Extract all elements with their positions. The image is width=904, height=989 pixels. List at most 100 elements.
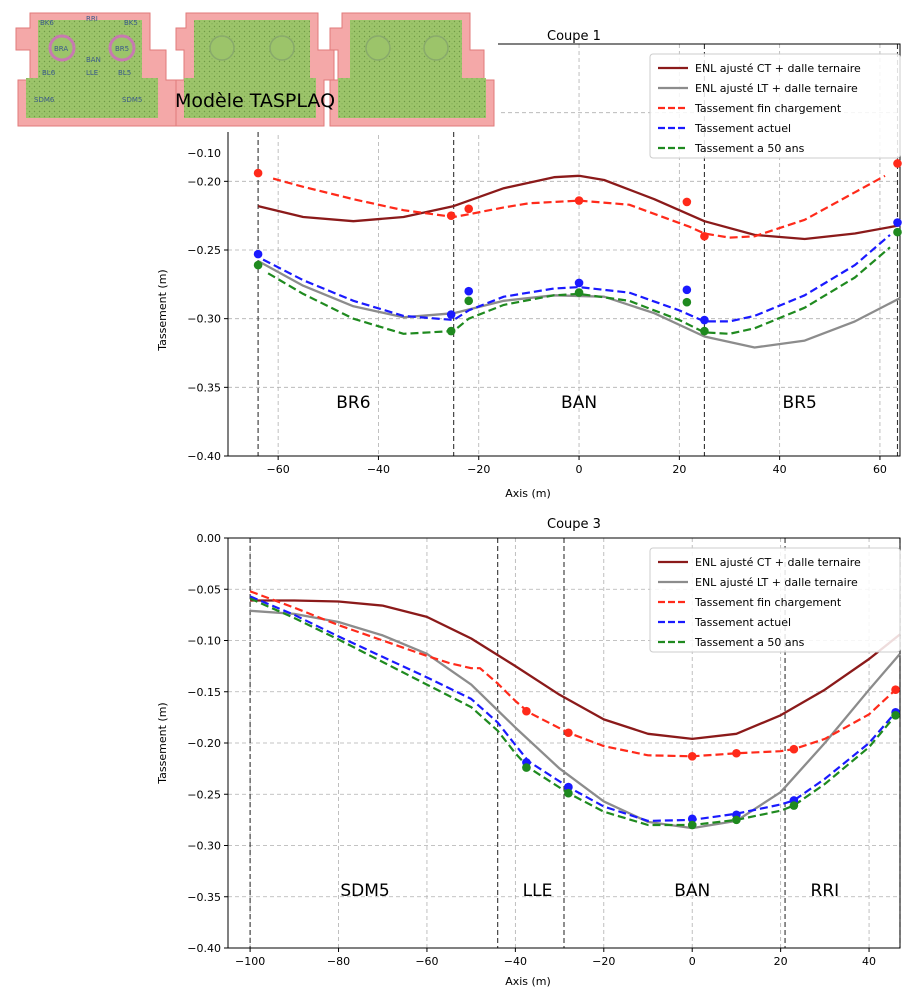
data-point	[682, 197, 692, 207]
data-point	[564, 788, 573, 798]
data-point	[253, 249, 263, 259]
y-axis: 0.00 −0.05 −0.10 −0.15 −0.20 −0.25 −0.30 −0.35 −…	[187, 532, 228, 955]
x-tick-label: 60	[873, 463, 887, 476]
x-tick-label: 0	[576, 463, 583, 476]
zone-label: BAN	[561, 393, 597, 413]
zone-label: BAN	[674, 881, 710, 901]
legend-label: Tassement a 50 ans	[694, 142, 805, 155]
chart-title: Coupe 3	[547, 517, 601, 532]
data-point	[574, 278, 584, 288]
data-point	[464, 286, 474, 296]
tasplaq-model-overlay: RRI BK6 BK5 BRA BR5 BAN BL6 LLE BL5 SDM6…	[8, 10, 498, 132]
data-point	[574, 288, 584, 297]
chart-coupe-3: −100 −80 −60 −40 −20 0 20 40 0.00 −0.05 −0.10 −0.15…	[156, 517, 901, 988]
y-tick-label: −0.10	[187, 147, 221, 160]
x-tick-label: −100	[235, 955, 265, 968]
data-point	[522, 706, 531, 716]
data-point	[687, 814, 697, 824]
data-point	[891, 685, 900, 694]
zone-label-bk5: BK5	[124, 19, 138, 27]
data-point	[789, 801, 799, 810]
zone-label-sdm6: SDM6	[34, 96, 55, 104]
data-point	[732, 748, 741, 758]
y-tick-label: −0.05	[187, 583, 221, 596]
zone-label-ban: BAN	[86, 56, 101, 64]
data-point	[700, 326, 709, 336]
data-point	[893, 218, 902, 227]
model-panel-2	[175, 12, 335, 127]
series-line	[267, 246, 891, 335]
zone-label-lle: LLE	[86, 69, 98, 77]
data-point	[574, 196, 584, 205]
chart-title: Coupe 1	[547, 29, 601, 44]
legend-label: Tassement fin chargement	[694, 596, 842, 609]
zone-label-bk6: BK6	[40, 19, 54, 27]
y-tick-label: −0.30	[187, 313, 221, 326]
data-point	[253, 260, 263, 270]
y-tick-label: 0.00	[197, 532, 222, 545]
y-tick-label: −0.10	[187, 635, 221, 648]
zone-label-bl5: BL5	[118, 69, 131, 77]
zone-label-sdm5: SDM5	[122, 96, 142, 104]
legend-label: Tassement actuel	[694, 616, 791, 629]
x-tick-label: −20	[592, 955, 615, 968]
data-point	[522, 763, 531, 772]
y-tick-label: −0.25	[187, 788, 221, 801]
data-point	[891, 711, 900, 720]
data-point	[464, 296, 474, 306]
data-point	[732, 815, 741, 825]
y-tick-label: −0.20	[187, 737, 221, 750]
data-point	[564, 782, 573, 792]
x-axis-label: Axis (m)	[505, 975, 551, 988]
data-point	[700, 231, 709, 241]
y-tick-label: −0.30	[187, 840, 221, 853]
data-point	[446, 211, 456, 220]
x-tick-label: 20	[774, 955, 788, 968]
legend-box	[649, 53, 901, 159]
x-axis: −100 −80 −60 −40 −20 0 20 40	[235, 948, 876, 968]
x-tick-label: 0	[689, 955, 696, 968]
series-line	[249, 590, 897, 758]
x-tick-label: 40	[773, 463, 787, 476]
zone-label-bra: BRA	[54, 45, 68, 53]
x-tick-label: 40	[862, 955, 876, 968]
data-point	[446, 310, 456, 319]
zone-label: SDM5	[340, 881, 389, 901]
series-line	[257, 174, 901, 241]
legend: ENL ajusté CT + dalle ternaire ENL ajusté…	[649, 53, 901, 159]
model-panel-1	[15, 12, 181, 127]
series-line	[250, 609, 901, 830]
legend-label: ENL ajusté LT + dalle ternaire	[695, 576, 858, 589]
data-point	[446, 326, 456, 336]
legend-label: ENL ajusté CT + dalle ternaire	[695, 556, 861, 569]
y-tick-label: −0.40	[187, 450, 221, 463]
x-tick-label: −40	[367, 463, 390, 476]
data-point	[789, 744, 799, 754]
series-line	[250, 599, 901, 741]
zone-label: BR6	[336, 393, 370, 413]
model-panel-3	[329, 12, 495, 127]
x-tick-label: −60	[267, 463, 290, 476]
data-point	[687, 752, 697, 761]
x-tick-label: −20	[467, 463, 490, 476]
zone-label: LLE	[523, 881, 553, 901]
zone-label: BR5	[783, 393, 817, 413]
data-point	[253, 168, 263, 178]
data-point	[464, 204, 474, 214]
x-axis: −60 −40 −20 0 20 40 60	[267, 456, 887, 476]
data-point	[682, 297, 692, 307]
zone-label-br5: BR5	[115, 45, 129, 53]
x-tick-label: −60	[415, 955, 438, 968]
zone-labels: RRI BK6 BK5 BRA BR5 BAN BL6 LLE BL5 SDM6…	[34, 15, 142, 104]
data-point	[893, 159, 902, 168]
legend-label: Tassement actuel	[694, 122, 791, 135]
y-tick-label: −0.20	[187, 175, 221, 188]
x-tick-label: −80	[327, 955, 350, 968]
legend-label: ENL ajusté CT + dalle ternaire	[695, 62, 861, 75]
legend-label: Tassement a 50 ans	[694, 636, 805, 649]
data-point	[700, 315, 709, 325]
legend-box	[649, 547, 901, 653]
data-point	[564, 728, 573, 738]
x-tick-label: 20	[672, 463, 686, 476]
